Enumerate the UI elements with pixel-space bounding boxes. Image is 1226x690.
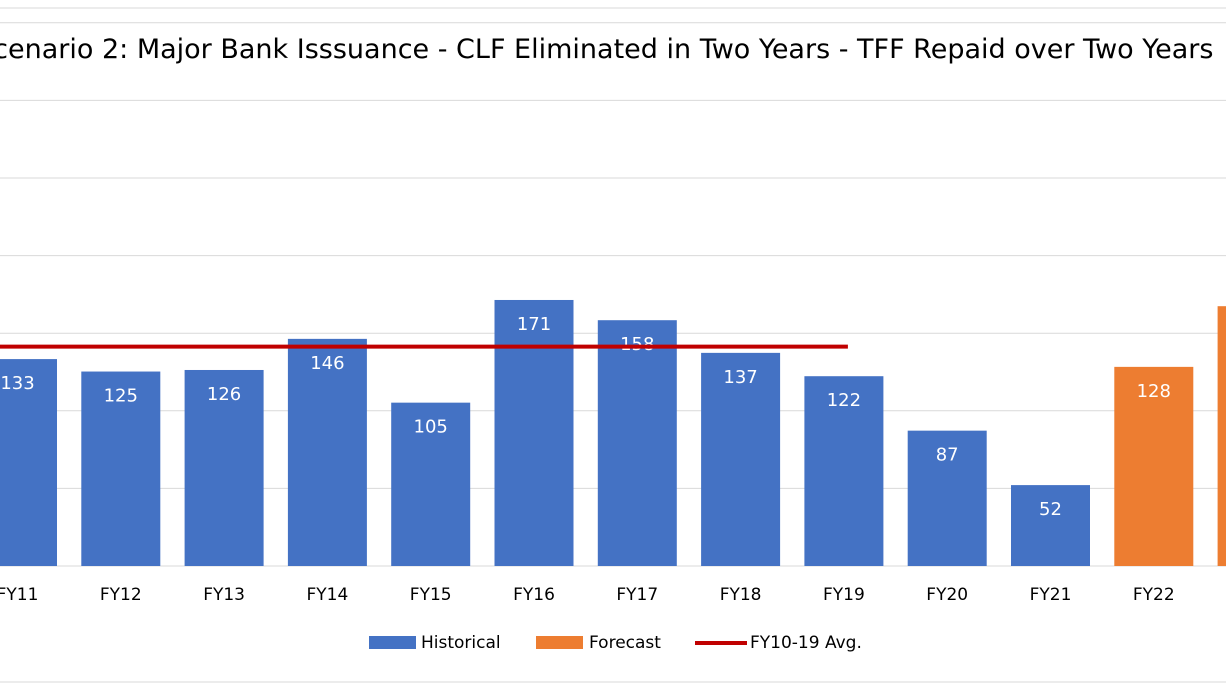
- x-tick-label-fy20: FY20: [926, 585, 968, 605]
- legend-label-forecast: Forecast: [589, 633, 661, 653]
- bars: [0, 299, 1226, 566]
- data-label-fy19: 122: [827, 390, 861, 411]
- x-tick-label-fy17: FY17: [616, 585, 658, 605]
- legend-swatch-historical: [369, 636, 416, 649]
- data-label-fy14: 146: [310, 353, 344, 374]
- x-tick-label-fy19: FY19: [823, 585, 865, 605]
- data-label-fy20: 87: [936, 445, 959, 466]
- x-axis-tick-labels: FY11 FY12 FY13 FY14 FY15 FY16 FY17 FY18 FY19 FY20…: [0, 585, 1175, 605]
- x-tick-label-fy12: FY12: [100, 585, 142, 605]
- data-label-fy16: 171: [517, 314, 551, 335]
- data-labels: 1331251261461051711581371228752128167: [0, 314, 1171, 520]
- bar-historical-fy15: [391, 402, 471, 566]
- bar-historical-fy19: [804, 376, 884, 566]
- legend-swatch-forecast: [536, 636, 583, 649]
- bar-historical-fy16: [494, 299, 574, 566]
- x-tick-label-fy22: FY22: [1133, 585, 1175, 605]
- bar-historical-fy11: [0, 359, 57, 566]
- data-label-fy22: 128: [1137, 381, 1171, 402]
- bar-historical-fy20: [907, 430, 987, 566]
- data-label-fy12: 125: [104, 386, 138, 407]
- x-tick-label-fy11: FY11: [0, 585, 38, 605]
- legend-label-avg: FY10-19 Avg.: [750, 633, 862, 653]
- legend-label-historical: Historical: [421, 633, 501, 653]
- data-label-fy15: 105: [414, 417, 448, 438]
- bar-historical-fy13: [184, 369, 264, 566]
- bar-forecast-fy23: [1217, 306, 1226, 566]
- data-label-fy13: 126: [207, 384, 241, 405]
- x-tick-label-fy15: FY15: [410, 585, 452, 605]
- chart-title: Scenario 2: Major Bank Isssuance - CLF E…: [0, 34, 1213, 65]
- x-tick-label-fy16: FY16: [513, 585, 555, 605]
- x-tick-label-fy21: FY21: [1030, 585, 1072, 605]
- bar-historical-fy17: [597, 320, 677, 566]
- data-label-fy11: 133: [0, 373, 34, 394]
- legend: Historical Forecast FY10-19 Avg.: [369, 633, 862, 653]
- bar-historical-fy18: [701, 352, 781, 566]
- x-tick-label-fy14: FY14: [307, 585, 349, 605]
- x-tick-label-fy13: FY13: [203, 585, 245, 605]
- data-label-fy18: 137: [723, 367, 757, 388]
- bar-historical-fy12: [81, 371, 161, 566]
- x-tick-label-fy18: FY18: [720, 585, 762, 605]
- bar-historical-fy21: [1011, 485, 1090, 566]
- data-label-fy21: 52: [1039, 499, 1062, 520]
- bar-forecast-fy22: [1114, 366, 1194, 566]
- bar-historical-fy14: [287, 338, 367, 566]
